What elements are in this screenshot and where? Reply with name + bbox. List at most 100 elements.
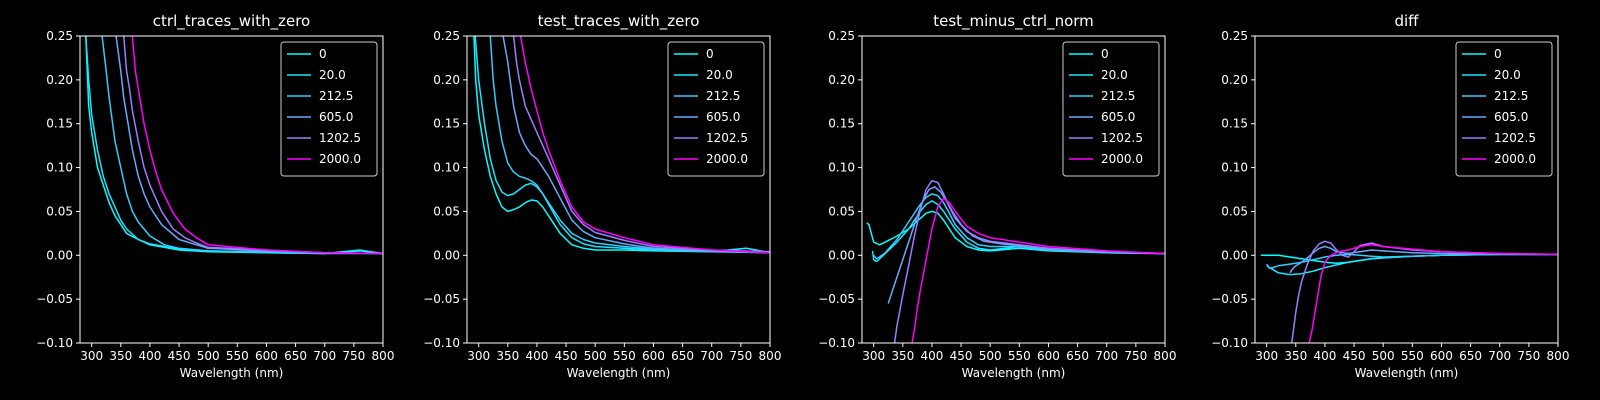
series-line-1	[871, 200, 1165, 263]
y-tick-label: 0.00	[1221, 248, 1248, 262]
x-tick-label: 700	[313, 349, 336, 363]
y-tick-label: 0.20	[1221, 73, 1248, 87]
series-lines	[473, 36, 770, 254]
x-tick-label: 550	[1401, 349, 1424, 363]
series-line-1	[474, 36, 770, 254]
chart-panel-3: diff 300 350 400 450 500 550 600 650 700 750 800 −0.…	[1211, 12, 1569, 380]
y-tick-label: −0.05	[423, 292, 460, 306]
x-tick-label: 300	[862, 349, 885, 363]
legend-label: 605.0	[1494, 110, 1528, 124]
x-tick-label: 300	[1255, 349, 1278, 363]
x-tick-label: 450	[168, 349, 191, 363]
x-tick-label: 800	[1154, 349, 1177, 363]
panels: ctrl_traces_with_zero 300 350 400 450 500 550 6…	[36, 12, 1569, 380]
legend-label: 0	[1101, 47, 1109, 61]
x-tick-label: 550	[1008, 349, 1031, 363]
legend-label: 1202.5	[1494, 131, 1536, 145]
series-line-5	[519, 36, 770, 254]
x-tick-label: 700	[1488, 349, 1511, 363]
x-tick-label: 300	[467, 349, 490, 363]
x-tick-label: 750	[729, 349, 752, 363]
x-axis-label: Wavelength (nm)	[180, 366, 284, 380]
plot-frame	[1254, 35, 1559, 344]
x-tick-label: 750	[1124, 349, 1147, 363]
x-tick-label: 650	[1459, 349, 1482, 363]
y-tick-label: 0.10	[46, 161, 73, 175]
chart-title: test_minus_ctrl_norm	[933, 12, 1094, 31]
legend-label: 1202.5	[706, 131, 748, 145]
legend: 0 20.0 212.5 605.0 1202.5 2000.0	[280, 41, 378, 177]
legend-label: 2000.0	[319, 152, 361, 166]
x-tick-label: 700	[700, 349, 723, 363]
y-tick-label: −0.10	[423, 336, 460, 350]
legend-label: 605.0	[319, 110, 353, 124]
y-tick-label: 0.15	[433, 117, 460, 131]
legend-label: 20.0	[1101, 68, 1128, 82]
y-tick-label: 0.05	[433, 204, 460, 218]
chart-panel-0: ctrl_traces_with_zero 300 350 400 450 500 550 6…	[36, 12, 394, 380]
y-tick-label: −0.05	[1211, 292, 1248, 306]
plot-frame	[466, 35, 771, 344]
x-tick-label: 600	[1037, 349, 1060, 363]
x-tick-label: 600	[255, 349, 278, 363]
x-tick-label: 500	[197, 349, 220, 363]
plot-frame	[79, 35, 384, 344]
x-tick-label: 450	[555, 349, 578, 363]
x-tick-label: 350	[1284, 349, 1307, 363]
series-line-3	[115, 36, 383, 255]
legend-label: 212.5	[1494, 89, 1528, 103]
series-line-3	[502, 36, 770, 254]
series-line-2	[873, 193, 1165, 260]
series-line-4	[122, 36, 383, 255]
legend-label: 0	[1494, 47, 1502, 61]
series-line-0	[866, 210, 1165, 255]
legend-label: 1202.5	[319, 131, 361, 145]
x-tick-label: 500	[1372, 349, 1395, 363]
x-tick-label: 800	[372, 349, 395, 363]
y-tick-label: 0.20	[46, 73, 73, 87]
y-tick-label: −0.10	[818, 336, 855, 350]
legend-label: 2000.0	[1101, 152, 1143, 166]
series-line-5	[1308, 244, 1558, 343]
series-line-3	[1289, 245, 1558, 274]
x-tick-label: 800	[759, 349, 782, 363]
series-line-0	[473, 36, 770, 254]
x-tick-label: 400	[525, 349, 548, 363]
x-tick-label: 550	[613, 349, 636, 363]
x-tick-label: 500	[979, 349, 1002, 363]
x-tick-label: 600	[642, 349, 665, 363]
x-tick-label: 750	[1517, 349, 1540, 363]
x-tick-label: 350	[496, 349, 519, 363]
x-tick-label: 400	[920, 349, 943, 363]
series-line-4	[893, 179, 1165, 343]
legend-label: 2000.0	[1494, 152, 1536, 166]
y-tick-label: 0.25	[46, 29, 73, 43]
y-tick-label: 0.10	[433, 161, 460, 175]
x-tick-label: 800	[1547, 349, 1570, 363]
x-tick-label: 650	[284, 349, 307, 363]
y-tick-label: 0.20	[828, 73, 855, 87]
legend-label: 20.0	[706, 68, 733, 82]
chart-panel-2: test_minus_ctrl_norm 300 350 400 450 500 550 60…	[818, 12, 1176, 380]
series-lines	[866, 179, 1165, 343]
series-line-2	[101, 36, 383, 255]
x-tick-label: 400	[1313, 349, 1336, 363]
y-tick-label: 0.05	[1221, 204, 1248, 218]
x-tick-label: 500	[584, 349, 607, 363]
y-tick-label: 0.05	[828, 204, 855, 218]
y-tick-label: 0.00	[828, 248, 855, 262]
chart-title: test_traces_with_zero	[538, 12, 700, 31]
plot-frame	[861, 35, 1166, 344]
legend-label: 2000.0	[706, 152, 748, 166]
x-axis-label: Wavelength (nm)	[962, 366, 1066, 380]
x-tick-label: 300	[80, 349, 103, 363]
legend-label: 20.0	[1494, 68, 1521, 82]
y-tick-label: −0.05	[818, 292, 855, 306]
x-tick-label: 350	[109, 349, 132, 363]
x-tick-label: 400	[138, 349, 161, 363]
chart-panel-1: test_traces_with_zero 300 350 400 450 500 550 6…	[423, 12, 781, 380]
series-line-5	[911, 197, 1165, 343]
chart-title: diff	[1394, 12, 1419, 30]
